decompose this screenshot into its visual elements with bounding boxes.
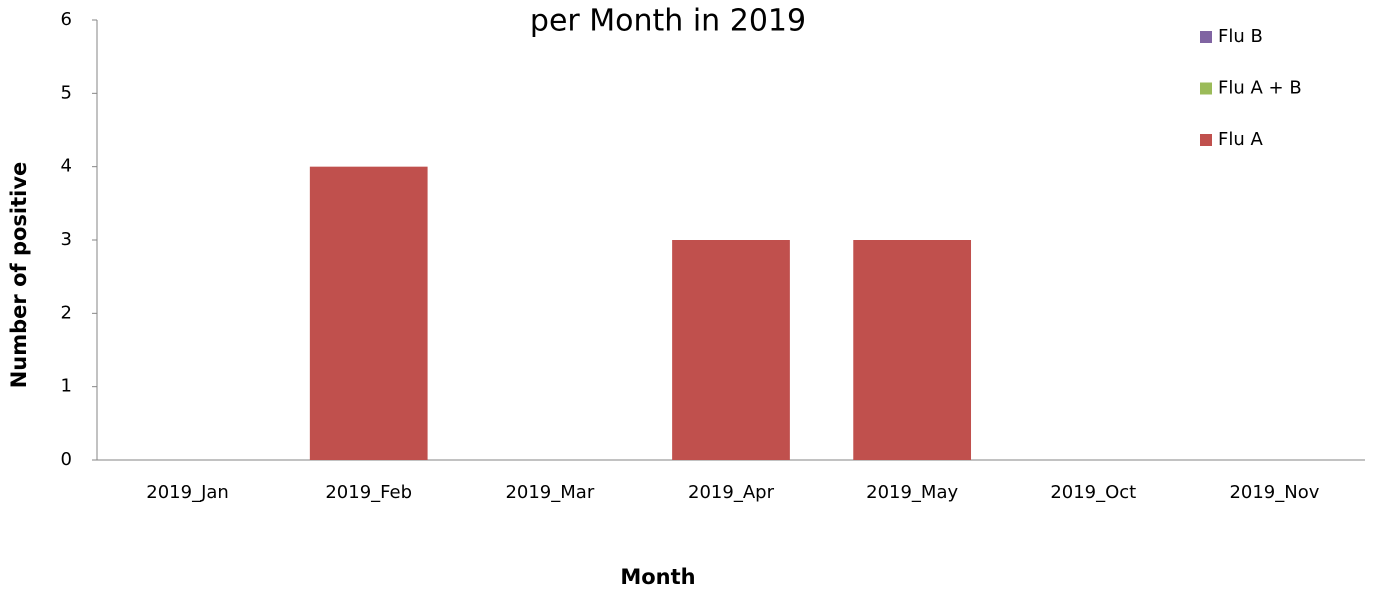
y-tick-label: 1 [61,376,72,397]
legend-label: Flu A + B [1218,78,1302,99]
legend-swatch [1200,31,1212,43]
bar [672,240,790,460]
legend-label: Flu B [1218,26,1263,47]
x-tick-label: 2019_Oct [1050,482,1136,503]
legend-swatch [1200,134,1212,146]
x-tick-label: 2019_Jan [146,482,229,503]
y-axis-title: Number of positive [7,162,31,389]
y-tick-label: 6 [61,9,72,30]
x-tick-label: 2019_Nov [1229,482,1319,503]
y-tick-label: 3 [61,229,72,250]
legend-label: Flu A [1218,129,1263,150]
bar [309,166,428,460]
x-tick-label: 2019_Apr [688,482,775,503]
y-tick-label: 0 [61,449,72,470]
y-tick-label: 4 [61,156,72,177]
bar [853,240,972,460]
y-tick-label: 2 [61,302,72,323]
legend-swatch [1200,82,1212,95]
x-tick-label: 2019_Feb [325,482,412,503]
x-tick-label: 2019_May [866,482,958,503]
chart-title: per Month in 2019 [530,4,806,39]
x-axis-title: Month [620,565,695,589]
x-tick-label: 2019_Mar [505,482,594,503]
y-tick-label: 5 [61,82,72,103]
